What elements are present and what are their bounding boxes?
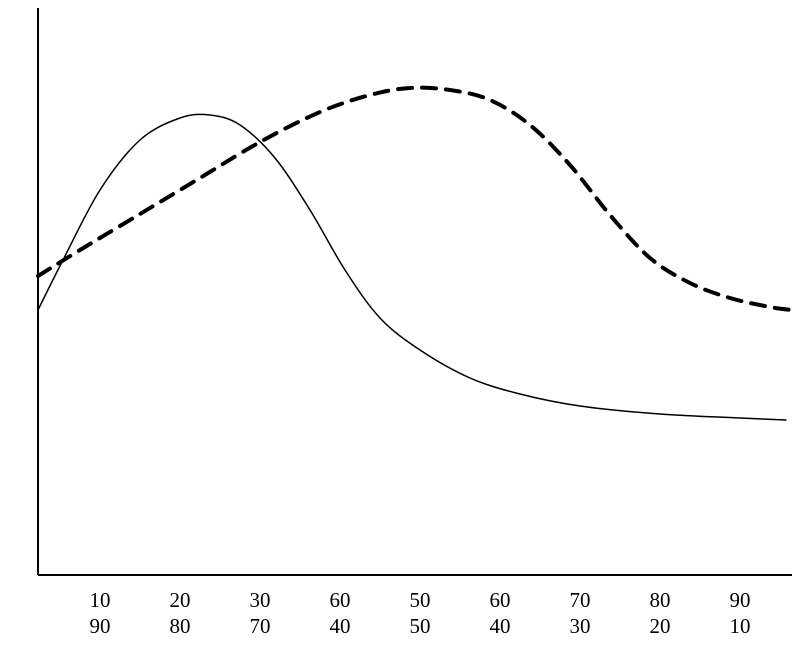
x-tick-row2: 20 [650, 614, 671, 639]
x-tick-row1: 60 [490, 588, 511, 613]
x-tick-row1: 60 [330, 588, 351, 613]
x-tick-row1: 50 [410, 588, 431, 613]
x-tick-row2: 40 [330, 614, 351, 639]
x-tick-row1: 10 [90, 588, 111, 613]
x-tick-row2: 10 [730, 614, 751, 639]
x-tick-row2: 30 [570, 614, 591, 639]
x-tick-row2: 70 [250, 614, 271, 639]
x-tick-row1: 80 [650, 588, 671, 613]
x-tick-row2: 40 [490, 614, 511, 639]
x-tick-row2: 90 [90, 614, 111, 639]
line-chart [0, 0, 800, 665]
x-tick-row2: 50 [410, 614, 431, 639]
chart-container: 109020803070604050506040703080209010 [0, 0, 800, 665]
x-tick-row1: 20 [170, 588, 191, 613]
x-tick-row2: 80 [170, 614, 191, 639]
x-tick-row1: 70 [570, 588, 591, 613]
x-tick-row1: 90 [730, 588, 751, 613]
x-tick-row1: 30 [250, 588, 271, 613]
